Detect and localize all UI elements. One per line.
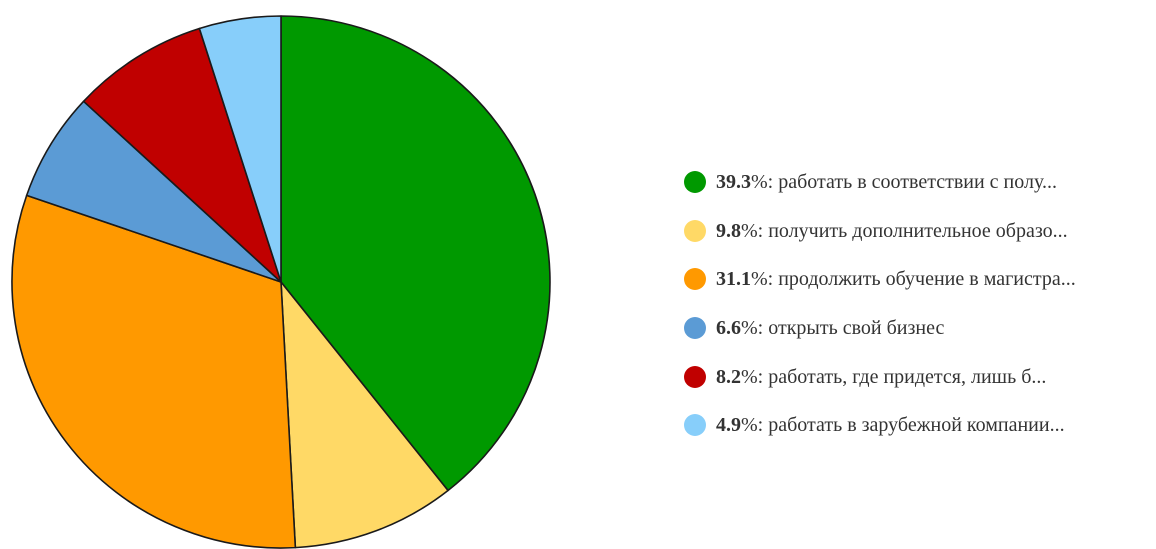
legend-label-5: работать в зарубежной компании... [768, 414, 1065, 437]
legend-label-2: продолжить обучение в магистра... [778, 268, 1076, 291]
legend-item-1[interactable]: 9.8%: получить дополнительное образо... [684, 207, 1154, 256]
pie-slice-2[interactable] [11, 194, 297, 549]
legend-label-1: получить дополнительное образо... [768, 219, 1068, 242]
legend-swatch-1 [684, 219, 706, 242]
legend-item-3[interactable]: 6.6%: открыть свой бизнес [684, 304, 1154, 353]
legend-swatch-2 [684, 268, 706, 291]
legend-text-5: 4.9%: работать в зарубежной компании... [716, 414, 1065, 437]
legend-item-0[interactable]: 39.3%: работать в соответствии с полу... [684, 158, 1154, 207]
legend-value-0: 39.3 [716, 171, 751, 194]
legend-text-4: 8.2%: работать, где придется, лишь б... [716, 365, 1047, 388]
legend-value-4: 8.2 [716, 365, 741, 388]
legend-swatch-3 [684, 317, 706, 340]
pie-slice-4[interactable] [82, 27, 282, 283]
legend-text-2: 31.1%: продолжить обучение в магистра... [716, 268, 1076, 291]
legend-text-3: 6.6%: открыть свой бизнес [716, 317, 945, 340]
legend-item-4[interactable]: 8.2%: работать, где придется, лишь б... [684, 352, 1154, 401]
pie-slice-3[interactable] [25, 100, 282, 283]
legend-value-2: 31.1 [716, 268, 751, 291]
legend-label-4: работать, где придется, лишь б... [768, 365, 1047, 388]
legend-text-0: 39.3%: работать в соответствии с полу... [716, 171, 1057, 194]
chart-legend: 39.3%: работать в соответствии с полу...… [684, 158, 1154, 450]
legend-item-5[interactable]: 4.9%: работать в зарубежной компании... [684, 401, 1154, 450]
legend-item-2[interactable]: 31.1%: продолжить обучение в магистра... [684, 255, 1154, 304]
legend-swatch-5 [684, 414, 706, 437]
pie-slice-1[interactable] [280, 281, 449, 549]
legend-swatch-0 [684, 171, 706, 194]
legend-swatch-4 [684, 365, 706, 388]
pie-slice-5[interactable] [198, 15, 282, 283]
legend-label-3: открыть свой бизнес [768, 317, 945, 340]
legend-label-0: работать в соответствии с полу... [778, 171, 1057, 194]
legend-value-1: 9.8 [716, 219, 741, 242]
legend-value-3: 6.6 [716, 317, 741, 340]
legend-value-5: 4.9 [716, 414, 741, 437]
pie-slice-0[interactable] [280, 15, 551, 492]
legend-text-1: 9.8%: получить дополнительное образо... [716, 219, 1068, 242]
